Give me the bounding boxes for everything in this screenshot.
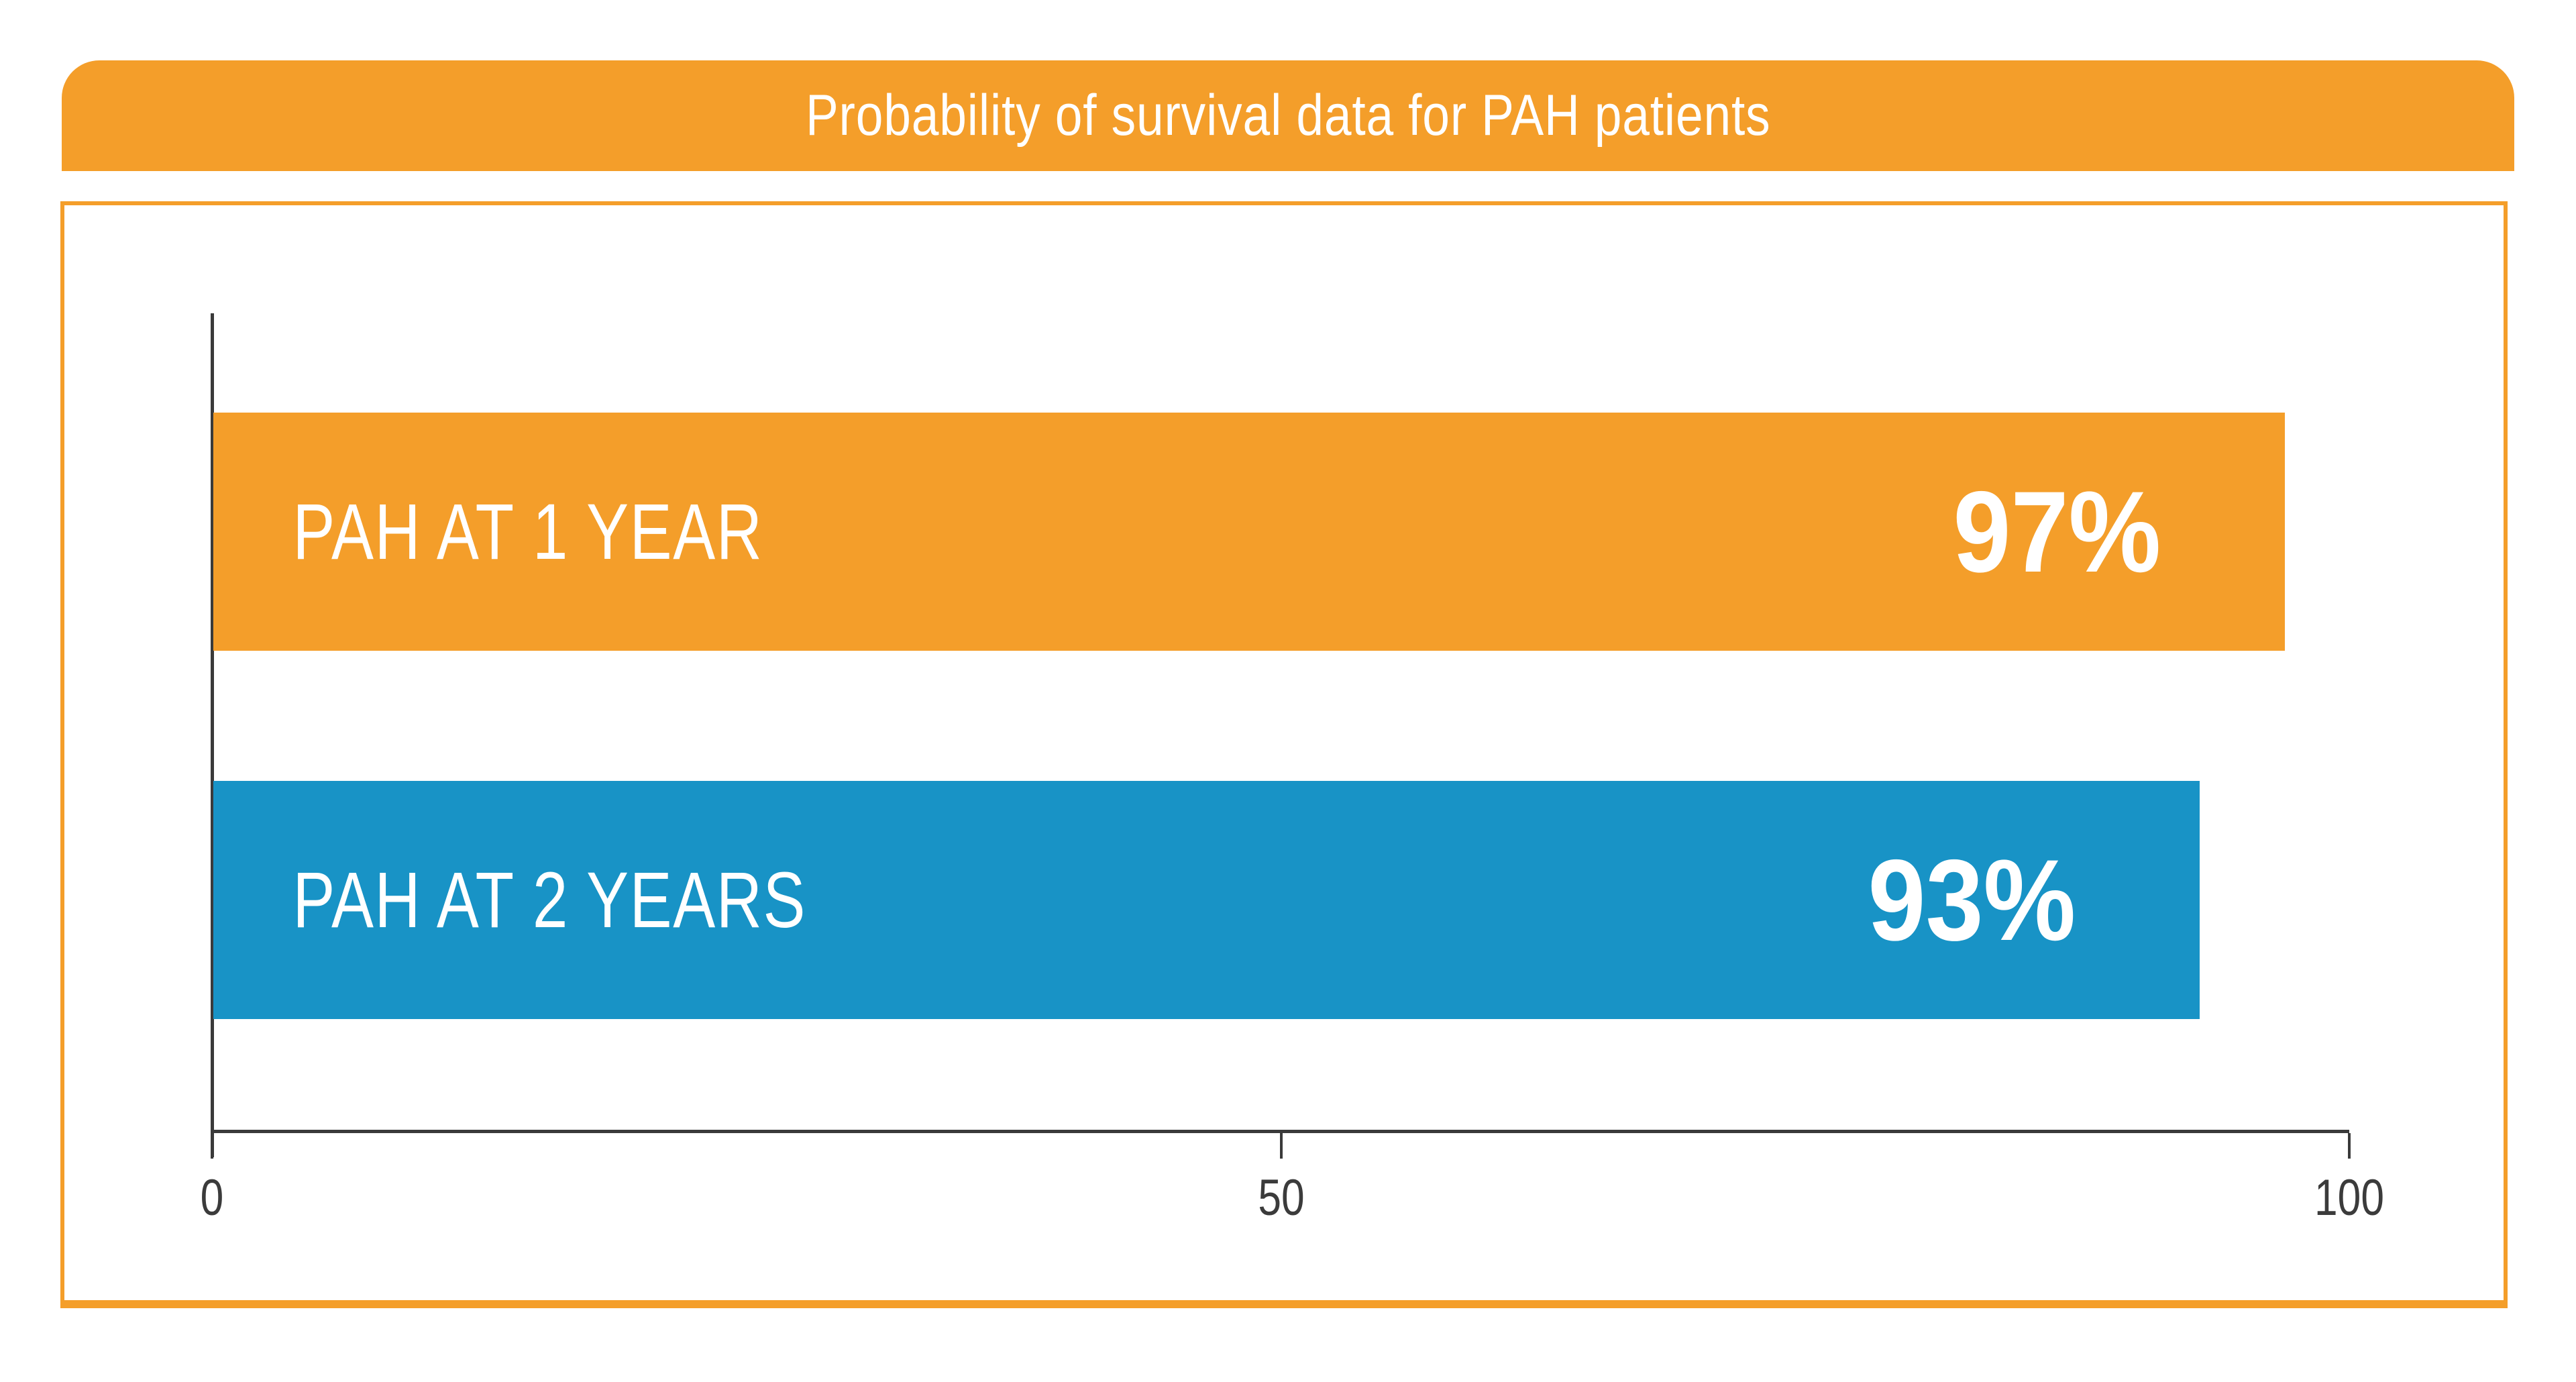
x-axis-tick: [211, 1133, 213, 1159]
chart-title: Probability of survival data for PAH pat…: [805, 83, 1771, 148]
bar-category-label: PAH AT 2 YEARS: [292, 855, 807, 945]
x-axis-tick-label: 50: [1258, 1169, 1305, 1226]
bar-row: PAH AT 1 YEAR 97%: [213, 413, 2285, 651]
chart-frame-border: [60, 201, 2508, 1308]
x-axis-line: [211, 1130, 2349, 1133]
title-banner: Probability of survival data for PAH pat…: [62, 60, 2514, 171]
x-axis-tick: [1280, 1133, 1283, 1159]
x-axis-tick-label: 100: [2314, 1169, 2384, 1226]
bar-value-label: 93%: [1868, 835, 2076, 965]
bar-category-label: PAH AT 1 YEAR: [292, 487, 763, 576]
bar-row: PAH AT 2 YEARS 93%: [213, 781, 2200, 1019]
y-axis-line: [211, 313, 214, 1157]
x-axis-tick: [2348, 1133, 2351, 1159]
bar-value-label: 97%: [1953, 467, 2161, 596]
x-axis-tick-label: 0: [200, 1169, 224, 1226]
